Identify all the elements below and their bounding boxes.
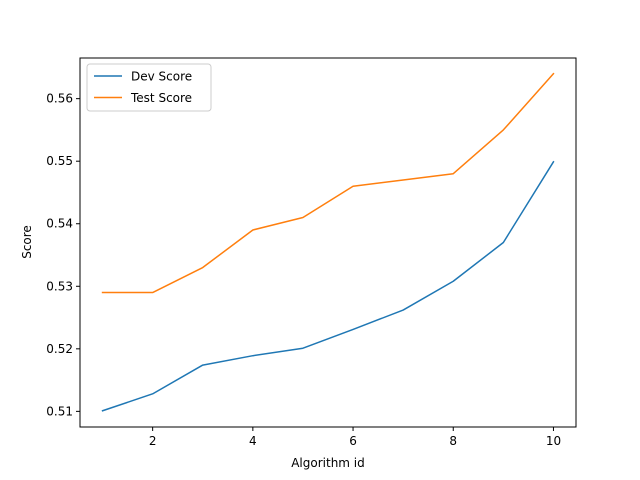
y-tick-label: 0.55 [46,154,73,168]
x-tick-label: 4 [249,434,257,448]
legend-label-2: Test Score [130,91,192,105]
y-tick-label: 0.53 [46,279,73,293]
x-tick-label: 10 [546,434,561,448]
y-tick-label: 0.54 [46,217,73,231]
x-tick-label: 2 [149,434,157,448]
y-tick-label: 0.56 [46,92,73,106]
legend-label-1: Dev Score [131,70,192,84]
x-axis-title: Algorithm id [291,456,365,470]
y-axis-title: Score [20,225,34,259]
legend: Dev Score Test Score [86,63,212,112]
x-tick-label: 6 [349,434,357,448]
axes-frame [79,57,577,428]
y-tick-label: 0.52 [46,342,73,356]
series-line-1 [101,160,555,412]
series-line-2 [101,72,555,294]
y-axis: 0.51 0.52 0.53 0.54 0.55 0.56 [46,92,80,418]
y-tick-label: 0.51 [46,404,73,418]
x-tick-label: 8 [449,434,457,448]
x-axis: 2 4 6 8 10 [149,427,561,448]
plot-area [101,72,555,412]
